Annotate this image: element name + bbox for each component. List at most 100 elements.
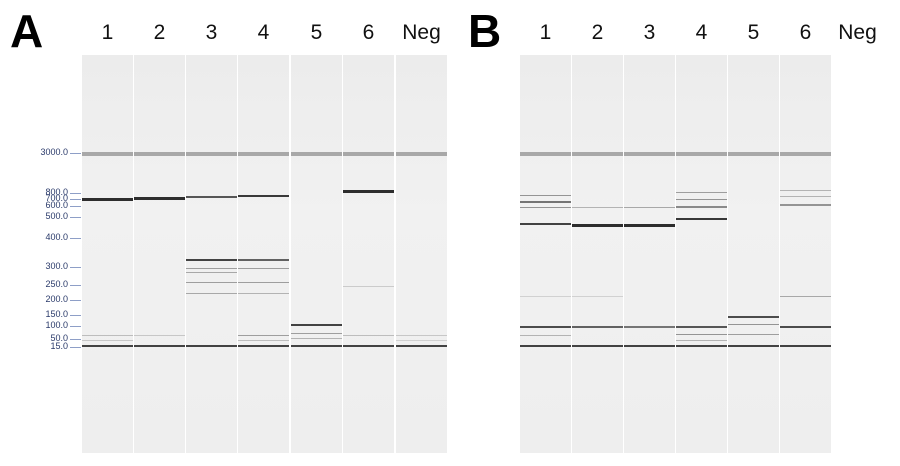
gel-lane xyxy=(82,55,133,453)
ladder-size-label: 200.0 xyxy=(45,294,68,304)
gel-band xyxy=(396,345,447,347)
gel-band xyxy=(291,333,342,334)
panel-b-letter: B xyxy=(468,5,502,57)
gel-band xyxy=(676,152,727,156)
gel-band xyxy=(134,197,185,200)
ladder-size-label: 300.0 xyxy=(45,261,68,271)
gel-band xyxy=(238,259,289,261)
gel-band xyxy=(520,296,571,297)
gel-lane xyxy=(728,55,779,453)
ladder-size-label: 400.0 xyxy=(45,232,68,242)
lane-label-6: 6 xyxy=(799,21,812,44)
ladder-tick xyxy=(70,217,81,218)
ladder-size-label: 100.0 xyxy=(45,320,68,330)
gel-band xyxy=(238,152,289,156)
gel-band xyxy=(82,345,133,347)
gel-band xyxy=(572,345,623,347)
gel-band xyxy=(780,190,831,191)
gel-band xyxy=(291,152,342,156)
gel-lane xyxy=(520,55,571,453)
gel-lane xyxy=(572,55,623,453)
gel-band xyxy=(291,345,342,347)
ladder-tick xyxy=(70,193,81,194)
gel-band xyxy=(186,196,237,198)
ladder-size-label: 50.0 xyxy=(50,333,68,343)
lane-label-6: 6 xyxy=(362,21,375,44)
lane-label-1: 1 xyxy=(539,21,552,44)
gel-band xyxy=(572,296,623,297)
gel-band xyxy=(82,335,133,336)
ladder-tick xyxy=(70,326,81,327)
gel-band xyxy=(186,282,237,283)
gel-band xyxy=(238,345,289,347)
lane-label-3: 3 xyxy=(643,21,656,44)
gel-band xyxy=(186,293,237,294)
ladder-tick xyxy=(70,347,81,348)
lane-label-2: 2 xyxy=(591,21,604,44)
gel-band xyxy=(780,204,831,206)
ladder-size-label: 500.0 xyxy=(45,211,68,221)
ladder-tick xyxy=(70,199,81,200)
gel-band xyxy=(238,195,289,197)
gel-band xyxy=(780,152,831,156)
gel-band xyxy=(343,190,394,193)
lane-label-5: 5 xyxy=(310,21,323,44)
gel-band xyxy=(520,326,571,328)
gel-band xyxy=(676,340,727,341)
lane-label-5: 5 xyxy=(747,21,760,44)
gel-band xyxy=(676,192,727,193)
gel-lane xyxy=(624,55,675,453)
gel-band xyxy=(676,206,727,208)
gel-band xyxy=(676,345,727,347)
gel-band xyxy=(572,326,623,328)
ladder-size-label: 3000.0 xyxy=(40,147,68,157)
gel-band xyxy=(291,324,342,326)
gel-band xyxy=(186,272,237,273)
gel-band xyxy=(186,259,237,261)
gel-band xyxy=(238,293,289,294)
gel-band xyxy=(238,268,289,269)
gel-band xyxy=(624,207,675,208)
gel-band xyxy=(572,207,623,208)
lane-label-2: 2 xyxy=(153,21,166,44)
ladder-tick xyxy=(70,315,81,316)
gel-band xyxy=(343,286,394,287)
ladder-tick xyxy=(70,238,81,239)
gel-band xyxy=(396,340,447,341)
lane-label-neg: Neg xyxy=(838,21,877,44)
ladder-size-label: 700.0 xyxy=(45,193,68,203)
gel-band xyxy=(676,199,727,200)
gel-band xyxy=(343,345,394,347)
gel-band xyxy=(728,152,779,156)
gel-band xyxy=(624,345,675,347)
gel-band xyxy=(624,224,675,227)
gel-band xyxy=(238,340,289,341)
ladder-tick xyxy=(70,285,81,286)
ladder-tick xyxy=(70,206,81,207)
gel-lane xyxy=(780,55,831,453)
gel-lane xyxy=(238,55,289,453)
gel-band xyxy=(186,345,237,347)
gel-band xyxy=(780,345,831,347)
ladder-tick xyxy=(70,300,81,301)
gel-band xyxy=(134,152,185,156)
gel-band xyxy=(82,152,133,156)
ladder-tick xyxy=(70,267,81,268)
gel-band xyxy=(624,152,675,156)
lane-label-4: 4 xyxy=(695,21,708,44)
ladder-size-label: 150.0 xyxy=(45,309,68,319)
gel-band xyxy=(396,152,447,156)
gel-band xyxy=(520,207,571,208)
gel-band xyxy=(238,282,289,283)
gel-band xyxy=(82,198,133,201)
lane-label-1: 1 xyxy=(101,21,114,44)
gel-band xyxy=(343,152,394,156)
gel-band xyxy=(676,326,727,328)
gel-band xyxy=(520,152,571,156)
gel-lane xyxy=(186,55,237,453)
gel-band xyxy=(291,338,342,339)
gel-band xyxy=(780,326,831,328)
ladder-size-label: 15.0 xyxy=(50,341,68,351)
panel-a-letter: A xyxy=(10,5,44,57)
gel-band xyxy=(238,335,289,336)
